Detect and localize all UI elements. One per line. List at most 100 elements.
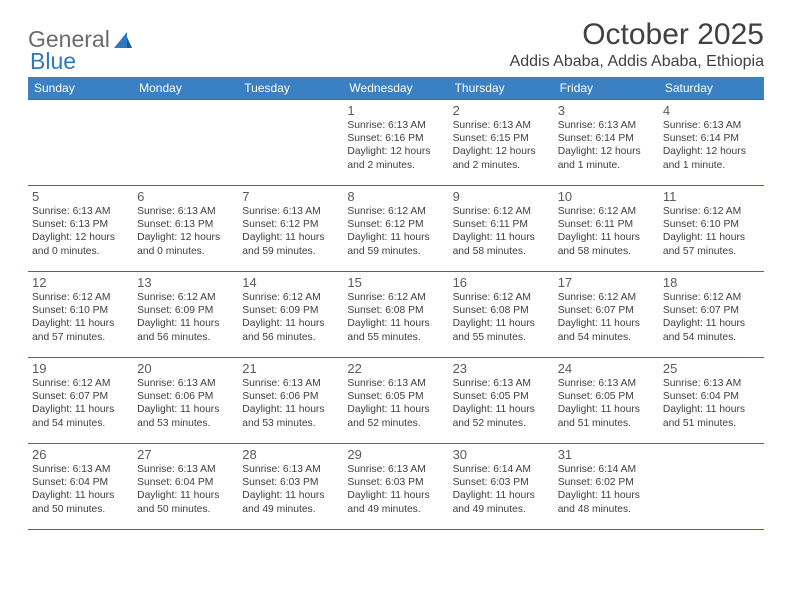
day-info: Sunrise: 6:13 AMSunset: 6:05 PMDaylight:… (558, 377, 655, 430)
day-number: 14 (242, 275, 339, 290)
weekday-header: Friday (554, 77, 659, 100)
day-number: 26 (32, 447, 129, 462)
calendar-day-cell: 7Sunrise: 6:13 AMSunset: 6:12 PMDaylight… (238, 186, 343, 272)
day-number: 31 (558, 447, 655, 462)
day-info: Sunrise: 6:13 AMSunset: 6:14 PMDaylight:… (558, 119, 655, 172)
day-info: Sunrise: 6:12 AMSunset: 6:07 PMDaylight:… (663, 291, 760, 344)
calendar-day-cell: 19Sunrise: 6:12 AMSunset: 6:07 PMDayligh… (28, 358, 133, 444)
calendar-day-cell: 18Sunrise: 6:12 AMSunset: 6:07 PMDayligh… (659, 272, 764, 358)
day-info: Sunrise: 6:13 AMSunset: 6:03 PMDaylight:… (347, 463, 444, 516)
day-info: Sunrise: 6:12 AMSunset: 6:08 PMDaylight:… (453, 291, 550, 344)
day-number: 8 (347, 189, 444, 204)
day-number: 23 (453, 361, 550, 376)
calendar-day-cell: 25Sunrise: 6:13 AMSunset: 6:04 PMDayligh… (659, 358, 764, 444)
day-info: Sunrise: 6:12 AMSunset: 6:11 PMDaylight:… (453, 205, 550, 258)
calendar-day-cell: 29Sunrise: 6:13 AMSunset: 6:03 PMDayligh… (343, 444, 448, 530)
day-number: 4 (663, 103, 760, 118)
calendar-day-cell: 12Sunrise: 6:12 AMSunset: 6:10 PMDayligh… (28, 272, 133, 358)
calendar-day-cell: 10Sunrise: 6:12 AMSunset: 6:11 PMDayligh… (554, 186, 659, 272)
calendar-week-row: 26Sunrise: 6:13 AMSunset: 6:04 PMDayligh… (28, 444, 764, 530)
calendar-day-cell: 4Sunrise: 6:13 AMSunset: 6:14 PMDaylight… (659, 100, 764, 186)
day-info: Sunrise: 6:13 AMSunset: 6:04 PMDaylight:… (137, 463, 234, 516)
day-info: Sunrise: 6:12 AMSunset: 6:11 PMDaylight:… (558, 205, 655, 258)
day-info: Sunrise: 6:13 AMSunset: 6:12 PMDaylight:… (242, 205, 339, 258)
calendar-day-cell: 21Sunrise: 6:13 AMSunset: 6:06 PMDayligh… (238, 358, 343, 444)
day-info: Sunrise: 6:13 AMSunset: 6:05 PMDaylight:… (453, 377, 550, 430)
day-number: 13 (137, 275, 234, 290)
calendar-day-cell: 22Sunrise: 6:13 AMSunset: 6:05 PMDayligh… (343, 358, 448, 444)
day-info: Sunrise: 6:12 AMSunset: 6:08 PMDaylight:… (347, 291, 444, 344)
day-number: 1 (347, 103, 444, 118)
day-number: 9 (453, 189, 550, 204)
title-block: October 2025 Addis Ababa, Addis Ababa, E… (510, 18, 764, 71)
calendar-day-cell (659, 444, 764, 530)
calendar-table: SundayMondayTuesdayWednesdayThursdayFrid… (28, 77, 764, 530)
calendar-day-cell: 2Sunrise: 6:13 AMSunset: 6:15 PMDaylight… (449, 100, 554, 186)
logo-sail-icon (113, 31, 133, 49)
day-number: 24 (558, 361, 655, 376)
day-number: 21 (242, 361, 339, 376)
calendar-week-row: 19Sunrise: 6:12 AMSunset: 6:07 PMDayligh… (28, 358, 764, 444)
calendar-day-cell (238, 100, 343, 186)
calendar-page: General October 2025 Addis Ababa, Addis … (0, 0, 792, 540)
day-info: Sunrise: 6:14 AMSunset: 6:02 PMDaylight:… (558, 463, 655, 516)
calendar-day-cell: 26Sunrise: 6:13 AMSunset: 6:04 PMDayligh… (28, 444, 133, 530)
day-number: 17 (558, 275, 655, 290)
day-number: 30 (453, 447, 550, 462)
location-text: Addis Ababa, Addis Ababa, Ethiopia (510, 53, 764, 71)
page-header: General October 2025 Addis Ababa, Addis … (28, 18, 764, 71)
day-number: 29 (347, 447, 444, 462)
calendar-week-row: 1Sunrise: 6:13 AMSunset: 6:16 PMDaylight… (28, 100, 764, 186)
weekday-header: Thursday (449, 77, 554, 100)
day-number: 16 (453, 275, 550, 290)
day-info: Sunrise: 6:12 AMSunset: 6:07 PMDaylight:… (558, 291, 655, 344)
calendar-day-cell: 9Sunrise: 6:12 AMSunset: 6:11 PMDaylight… (449, 186, 554, 272)
day-number: 18 (663, 275, 760, 290)
calendar-day-cell (133, 100, 238, 186)
day-info: Sunrise: 6:13 AMSunset: 6:14 PMDaylight:… (663, 119, 760, 172)
day-info: Sunrise: 6:13 AMSunset: 6:06 PMDaylight:… (242, 377, 339, 430)
day-number: 15 (347, 275, 444, 290)
day-number: 28 (242, 447, 339, 462)
weekday-header: Saturday (659, 77, 764, 100)
calendar-day-cell: 31Sunrise: 6:14 AMSunset: 6:02 PMDayligh… (554, 444, 659, 530)
day-number: 3 (558, 103, 655, 118)
day-info: Sunrise: 6:14 AMSunset: 6:03 PMDaylight:… (453, 463, 550, 516)
day-info: Sunrise: 6:12 AMSunset: 6:10 PMDaylight:… (32, 291, 129, 344)
day-number: 6 (137, 189, 234, 204)
day-info: Sunrise: 6:13 AMSunset: 6:04 PMDaylight:… (32, 463, 129, 516)
day-info: Sunrise: 6:13 AMSunset: 6:06 PMDaylight:… (137, 377, 234, 430)
day-info: Sunrise: 6:13 AMSunset: 6:13 PMDaylight:… (137, 205, 234, 258)
calendar-day-cell: 14Sunrise: 6:12 AMSunset: 6:09 PMDayligh… (238, 272, 343, 358)
day-info: Sunrise: 6:12 AMSunset: 6:09 PMDaylight:… (137, 291, 234, 344)
weekday-header: Monday (133, 77, 238, 100)
weekday-header: Wednesday (343, 77, 448, 100)
day-number: 20 (137, 361, 234, 376)
day-info: Sunrise: 6:13 AMSunset: 6:03 PMDaylight:… (242, 463, 339, 516)
day-info: Sunrise: 6:12 AMSunset: 6:10 PMDaylight:… (663, 205, 760, 258)
calendar-day-cell: 16Sunrise: 6:12 AMSunset: 6:08 PMDayligh… (449, 272, 554, 358)
calendar-day-cell: 27Sunrise: 6:13 AMSunset: 6:04 PMDayligh… (133, 444, 238, 530)
calendar-day-cell: 24Sunrise: 6:13 AMSunset: 6:05 PMDayligh… (554, 358, 659, 444)
day-info: Sunrise: 6:13 AMSunset: 6:05 PMDaylight:… (347, 377, 444, 430)
day-info: Sunrise: 6:12 AMSunset: 6:12 PMDaylight:… (347, 205, 444, 258)
day-number: 25 (663, 361, 760, 376)
calendar-day-cell: 1Sunrise: 6:13 AMSunset: 6:16 PMDaylight… (343, 100, 448, 186)
day-number: 7 (242, 189, 339, 204)
calendar-week-row: 12Sunrise: 6:12 AMSunset: 6:10 PMDayligh… (28, 272, 764, 358)
day-info: Sunrise: 6:13 AMSunset: 6:16 PMDaylight:… (347, 119, 444, 172)
day-info: Sunrise: 6:13 AMSunset: 6:04 PMDaylight:… (663, 377, 760, 430)
calendar-day-cell: 11Sunrise: 6:12 AMSunset: 6:10 PMDayligh… (659, 186, 764, 272)
calendar-day-cell: 20Sunrise: 6:13 AMSunset: 6:06 PMDayligh… (133, 358, 238, 444)
day-info: Sunrise: 6:12 AMSunset: 6:09 PMDaylight:… (242, 291, 339, 344)
calendar-day-cell: 30Sunrise: 6:14 AMSunset: 6:03 PMDayligh… (449, 444, 554, 530)
month-title: October 2025 (510, 18, 764, 52)
day-number: 11 (663, 189, 760, 204)
day-number: 10 (558, 189, 655, 204)
day-number: 22 (347, 361, 444, 376)
day-info: Sunrise: 6:12 AMSunset: 6:07 PMDaylight:… (32, 377, 129, 430)
calendar-day-cell: 28Sunrise: 6:13 AMSunset: 6:03 PMDayligh… (238, 444, 343, 530)
day-number: 5 (32, 189, 129, 204)
calendar-head: SundayMondayTuesdayWednesdayThursdayFrid… (28, 77, 764, 100)
calendar-day-cell: 17Sunrise: 6:12 AMSunset: 6:07 PMDayligh… (554, 272, 659, 358)
